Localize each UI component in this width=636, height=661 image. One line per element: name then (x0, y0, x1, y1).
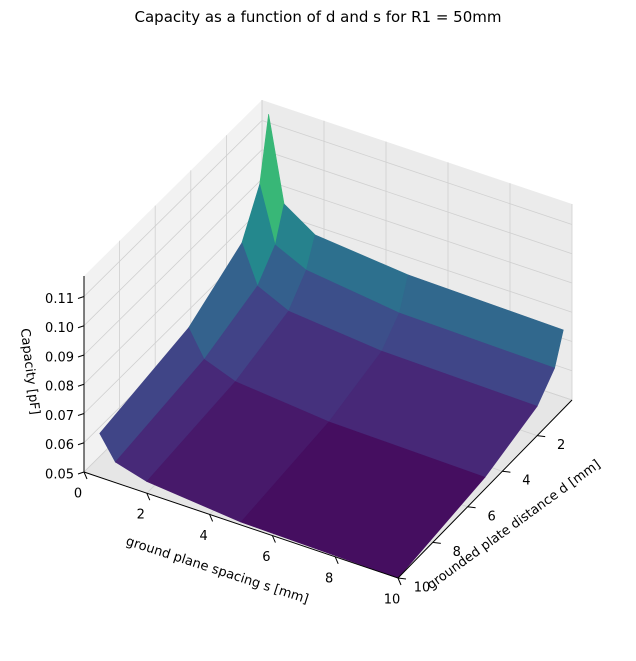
y-tick-label: 10 (414, 581, 431, 596)
x-tick-label: 10 (384, 593, 401, 608)
z-tick-label: 0.08 (45, 380, 74, 395)
z-axis-label: Capacity [pF] (17, 328, 42, 416)
x-tick-label: 4 (199, 529, 207, 544)
z-tick (77, 296, 85, 299)
z-tick (77, 354, 85, 358)
z-tick (77, 471, 85, 475)
x-tick (83, 471, 88, 480)
x-axis-line (83, 471, 399, 579)
x-tick (334, 556, 339, 564)
grid-line-z (83, 120, 573, 297)
x-tick-label: 8 (325, 571, 333, 586)
y-tick (397, 577, 407, 580)
grid-line-z (83, 149, 573, 326)
axis-lines (83, 276, 573, 579)
x-tick (146, 493, 151, 501)
z-tick (77, 442, 85, 446)
y-tick (467, 506, 476, 509)
tick-marks (77, 296, 546, 586)
y-tick-label: 6 (487, 509, 495, 524)
y-tick (537, 435, 546, 438)
x-axis-label: ground plane spacing s [mm] (124, 534, 310, 607)
z-tick-label: 0.09 (45, 350, 74, 365)
surface-mesh (99, 113, 564, 579)
y-axis-line (397, 399, 573, 579)
z-tick-label: 0.07 (45, 409, 74, 424)
z-tick (77, 325, 85, 329)
tick-labels: 0 2 4 6 8 10 2 4 6 8 10 0.05 0.06 0.07 0.08 0.09 0.10 0.1… (45, 292, 565, 608)
y-tick-label: 2 (557, 438, 565, 453)
x-tick (271, 535, 276, 543)
x-tick (209, 514, 214, 522)
x-tick-label: 2 (137, 508, 145, 523)
z-tick (77, 413, 85, 416)
y-tick-label: 4 (522, 474, 530, 489)
y-tick (432, 541, 441, 544)
x-tick-label: 0 (74, 487, 82, 502)
z-tick (77, 383, 85, 387)
x-tick-label: 6 (262, 550, 270, 565)
y-tick (502, 470, 511, 473)
z-tick-label: 0.05 (45, 468, 74, 483)
chart-title: Capacity as a function of d and s for R1… (135, 8, 502, 26)
z-tick-label: 0.11 (45, 292, 74, 307)
y-tick-label: 8 (453, 545, 461, 560)
z-tick-label: 0.06 (45, 438, 74, 453)
z-tick-label: 0.10 (45, 321, 74, 336)
side-pane (84, 100, 262, 472)
x-tick (397, 577, 402, 586)
